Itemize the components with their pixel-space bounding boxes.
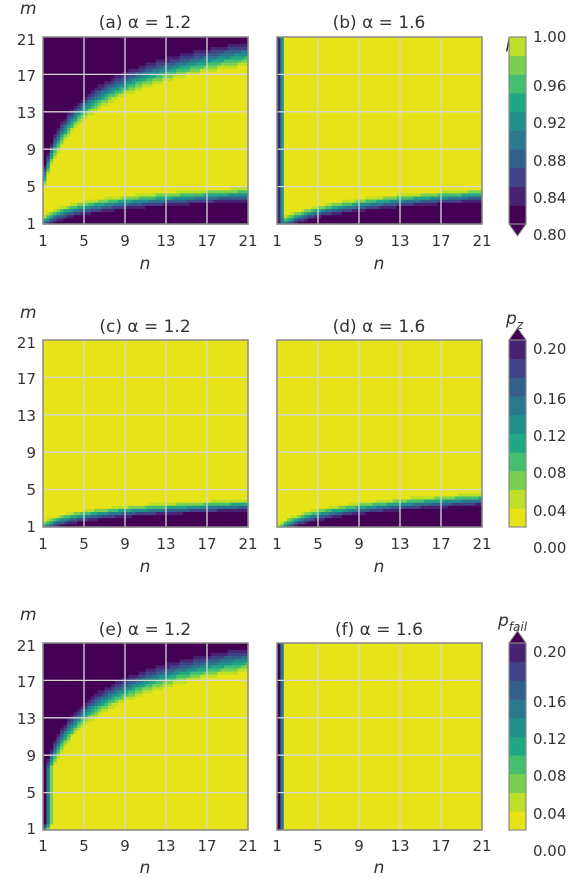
title-a: (a) α = 1.2	[99, 13, 191, 33]
ytick-a-17: 17	[17, 67, 36, 85]
ytick-a-21: 21	[17, 31, 36, 49]
ylabel-a: m	[20, 0, 37, 19]
xtick-a-1: 1	[38, 232, 48, 250]
ytick-a-13: 13	[17, 104, 36, 122]
heatmap-b	[277, 37, 483, 225]
xtick-a-21: 21	[238, 232, 257, 250]
yticks-a: 1 5 9 13 17 21	[17, 31, 36, 233]
ytick-a-5: 5	[26, 178, 36, 196]
xtick-a-5: 5	[79, 232, 89, 250]
heatmap-a	[43, 37, 249, 225]
panel-b: (b) α = 1.6 1 5 9 13 17 21 n	[272, 13, 491, 274]
panel-a: m (a) α = 1.2 1 5 9 13 17 21 1 5 9 13 17…	[17, 0, 258, 274]
xticks-a: 1 5 9 13 17 21	[38, 232, 257, 250]
ytick-a-9: 9	[26, 141, 36, 159]
xtick-a-17: 17	[197, 232, 216, 250]
xtick-a-13: 13	[156, 232, 175, 250]
title-b: (b) α = 1.6	[333, 13, 426, 33]
xtick-a-9: 9	[120, 232, 130, 250]
xlabel-a: n	[140, 254, 151, 274]
ytick-a-1: 1	[26, 215, 36, 233]
